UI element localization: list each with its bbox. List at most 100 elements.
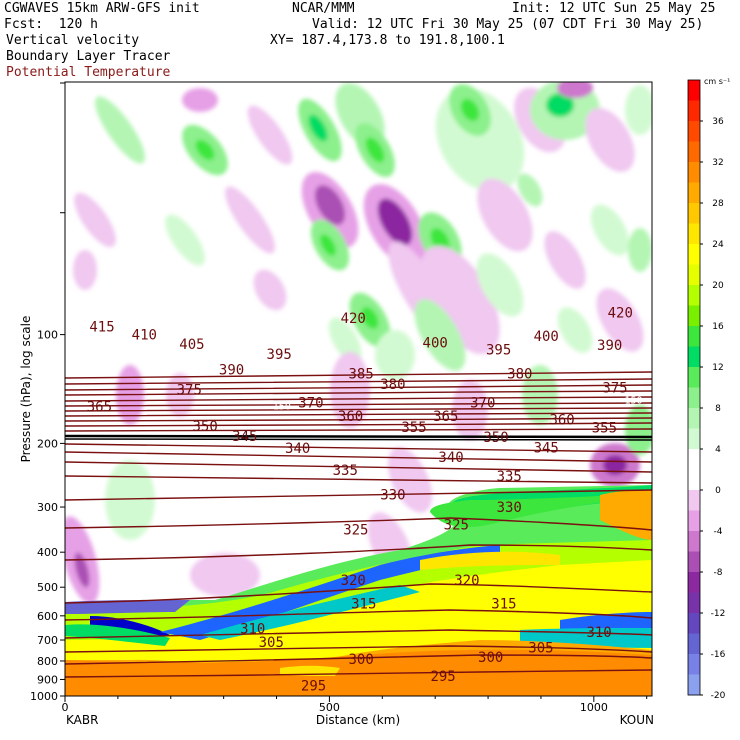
colorbar-label: 36 xyxy=(712,117,724,127)
colorbar-swatch xyxy=(688,367,700,388)
colorbar-swatch xyxy=(688,80,700,101)
theta-contour-label: 420 xyxy=(341,311,366,327)
theta-contour-label: 400 xyxy=(423,335,448,351)
theta-contour-label: 380 xyxy=(507,366,532,382)
x-tick-label: 0 xyxy=(62,701,69,714)
theta-contour-label: 360 xyxy=(549,413,574,429)
theta-contour-label: 330 xyxy=(497,500,522,516)
colorbar-swatch xyxy=(688,223,700,245)
y-tick-label: 1000 xyxy=(30,690,58,703)
colorbar-swatch xyxy=(688,285,700,306)
theta-contour-label: 315 xyxy=(491,597,516,613)
forecast-hour: Fcst: 120 h xyxy=(4,17,98,32)
theta-contour-labels: 420 420 415 410 405 400 400 395 395 390 390 385 380 3… xyxy=(87,306,633,695)
colorbar-swatch xyxy=(688,531,700,552)
colorbar-swatch xyxy=(688,674,700,696)
theta-contour-label: 360 xyxy=(338,409,363,425)
y-tick-label: 600 xyxy=(37,610,58,623)
colorbar-label: 28 xyxy=(712,199,724,209)
y-tick-label: 800 xyxy=(37,655,58,668)
colorbar-label: 8 xyxy=(715,404,721,414)
theta-contour-label: 420 xyxy=(608,306,633,322)
colorbar-label: -20 xyxy=(711,691,726,701)
colorbar-swatch xyxy=(688,141,700,163)
y-tick-label: 500 xyxy=(37,581,58,594)
theta-contour-label: 375 xyxy=(602,380,627,396)
theta-contour-label: 380 xyxy=(380,377,405,393)
colorbar-swatch xyxy=(688,408,700,429)
y-tick-label: 200 xyxy=(37,437,58,450)
colorbar-frame xyxy=(687,79,701,696)
colorbar-label: 24 xyxy=(712,240,724,250)
theta-contour-label: 295 xyxy=(430,669,455,685)
y-tick-label: 100 xyxy=(37,329,58,342)
colorbar-units: cm s⁻¹ xyxy=(704,77,730,86)
theta-contour-label: 310 xyxy=(240,621,265,637)
theta-contour-label: 300 xyxy=(478,650,503,666)
colorbar-swatch xyxy=(688,613,700,634)
colorbar-swatch xyxy=(688,654,700,675)
colorbar-label: 0 xyxy=(715,486,721,496)
colorbar-label: -12 xyxy=(711,609,726,619)
theta-contour-label: 335 xyxy=(333,463,358,479)
theta-contour-label: 395 xyxy=(267,347,292,363)
theta-contour-label: 400 xyxy=(534,329,559,345)
colorbar-swatch xyxy=(688,510,700,532)
theta-contour-label: 305 xyxy=(528,641,553,657)
colorbar-swatch xyxy=(688,449,700,470)
x-tick-label: 1000 xyxy=(580,701,608,714)
theta-contour-label: 415 xyxy=(89,320,114,336)
field-boundary-layer-tracer: Boundary Layer Tracer xyxy=(6,49,171,64)
colorbar-swatch xyxy=(688,490,700,511)
y-axis-label: Pressure (hPa), log scale xyxy=(19,316,33,463)
field-potential-temperature: Potential Temperature xyxy=(6,65,171,80)
theta-contour-label: 345 xyxy=(232,429,257,445)
theta-contour-label: 315 xyxy=(351,597,376,613)
vertical-velocity-colorbar: 36 32 28 24 20 16 12 8 4 0 -4 -8 -12 -16 -20 xyxy=(687,79,726,701)
x-endpoint-left: KABR xyxy=(66,713,98,727)
colorbar-label: 16 xyxy=(712,322,724,332)
colorbar-swatch xyxy=(688,572,700,593)
theta-contour-label: 350 xyxy=(483,430,508,446)
colorbar-swatch xyxy=(688,182,700,204)
colorbar-swatch xyxy=(688,346,700,368)
theta-contour-label: 295 xyxy=(301,678,326,694)
theta-contour-label: 325 xyxy=(444,517,469,533)
x-axis: 0 500 1000 xyxy=(62,696,648,714)
colorbar-swatch xyxy=(688,592,700,614)
theta-contour-label: 320 xyxy=(341,573,366,589)
theta-contour-label: 300 xyxy=(348,652,373,668)
y-axis: 100 200 300 400 500 600 700 800 900 1000 xyxy=(30,82,65,703)
theta-contour-label: 340 xyxy=(285,441,310,457)
plot-frame xyxy=(64,81,653,697)
colorbar-swatch xyxy=(688,162,700,183)
colorbar-swatch xyxy=(688,469,700,491)
colorbar-label: -8 xyxy=(714,568,723,578)
theta-contour-label: 390 xyxy=(219,363,244,379)
x-tick-label: 500 xyxy=(319,701,340,714)
colorbar-swatch xyxy=(688,428,700,450)
tracer-contour-label: 150 xyxy=(624,395,642,406)
colorbar-swatch xyxy=(688,387,700,409)
theta-contour-label: 370 xyxy=(470,395,495,411)
theta-contour-label: 335 xyxy=(497,469,522,485)
colorbar-swatch xyxy=(688,121,700,142)
tracer-contour-label: 150 xyxy=(273,401,291,412)
colorbar-swatch xyxy=(688,244,700,265)
y-tick-label: 400 xyxy=(37,546,58,559)
colorbar-swatch xyxy=(688,264,700,286)
cross-section-endpoints: XY= 187.4,173.8 to 191.8,100.1 xyxy=(270,33,505,48)
theta-contour-label: 350 xyxy=(192,419,217,435)
field-vertical-velocity: Vertical velocity xyxy=(6,33,140,48)
theta-contour-label: 390 xyxy=(597,338,622,354)
colorbar-label: 12 xyxy=(712,363,723,373)
theta-contour-label: 355 xyxy=(401,420,426,436)
colorbar-swatch xyxy=(688,633,700,655)
x-endpoint-right: KOUN xyxy=(620,713,654,727)
theta-contour-label: 405 xyxy=(179,337,204,353)
y-tick-label: 900 xyxy=(37,673,58,686)
colorbar-swatch xyxy=(688,326,700,347)
theta-contour-label: 325 xyxy=(343,522,368,538)
colorbar-label: 20 xyxy=(712,281,724,291)
